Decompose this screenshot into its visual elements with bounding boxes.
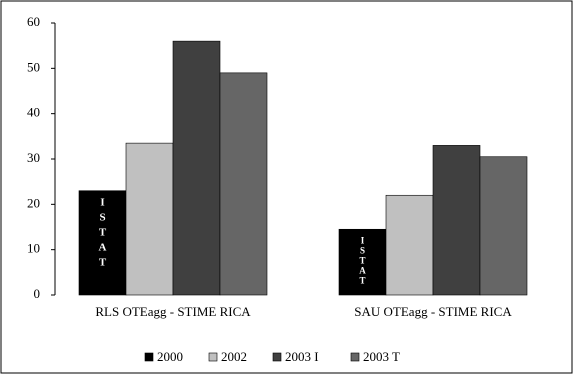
y-tick-label: 40 [27,105,40,120]
legend-label: 2003 T [363,349,400,364]
bar-annotation: ISTAT [97,197,109,272]
bar [78,190,127,296]
bar-annotation: ISTAT [358,235,368,285]
x-tick-label: SAU OTEagg - STIME RICA [354,304,512,319]
legend-label: 2003 I [285,349,319,364]
y-tick-label: 30 [27,150,40,165]
bar [338,228,387,296]
y-tick-label: 20 [27,195,40,210]
bar [125,142,174,296]
legend-label: 2002 [221,349,247,364]
legend-label: 2000 [157,349,183,364]
bar [385,194,434,296]
x-tick-label: RLS OTEagg - STIME RICA [95,304,251,319]
legend-swatch [272,352,282,362]
y-tick-label: 0 [34,286,41,301]
bar [219,72,268,296]
y-tick-label: 60 [27,14,40,29]
legend-swatch [208,352,218,362]
legend-swatch [144,352,154,362]
bar [172,40,221,296]
legend-swatch [350,352,360,362]
y-tick-label: 50 [27,59,40,74]
bar [432,145,481,296]
y-tick-label: 10 [27,241,40,256]
bar [479,156,528,296]
